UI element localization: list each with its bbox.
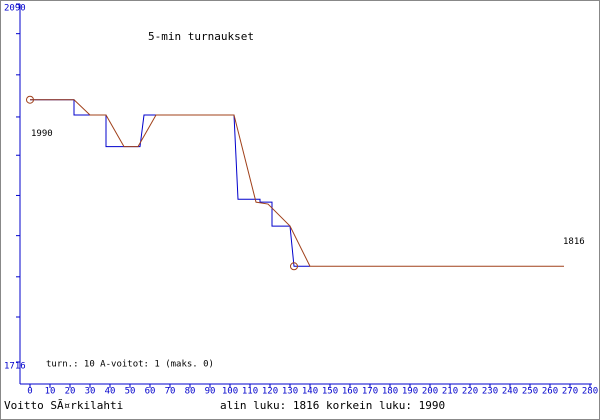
x-tick-label: 110 bbox=[242, 387, 258, 397]
x-tick-label: 100 bbox=[222, 387, 238, 397]
x-tick-label: 160 bbox=[342, 387, 358, 397]
marker-label: 1816 bbox=[563, 237, 585, 247]
x-tick-label: 210 bbox=[442, 387, 458, 397]
x-tick-label: 10 bbox=[45, 387, 56, 397]
x-tick-label: 260 bbox=[542, 387, 558, 397]
x-tick-label: 280 bbox=[582, 387, 598, 397]
x-tick-label: 240 bbox=[502, 387, 518, 397]
y-tick-label: 2090 bbox=[4, 4, 26, 14]
x-tick-label: 0 bbox=[27, 387, 32, 397]
x-tick-label: 70 bbox=[165, 387, 176, 397]
y-tick-label: 1716 bbox=[4, 362, 26, 372]
x-tick-label: 200 bbox=[422, 387, 438, 397]
marker bbox=[290, 262, 298, 271]
x-tick-label: 30 bbox=[85, 387, 96, 397]
x-tick-label: 220 bbox=[462, 387, 478, 397]
x-tick-label: 140 bbox=[302, 387, 318, 397]
x-tick-label: 40 bbox=[105, 387, 116, 397]
x-tick-label: 270 bbox=[562, 387, 578, 397]
marker bbox=[26, 95, 34, 104]
author: Voitto SÃ¤rkilahti bbox=[4, 399, 123, 412]
info: turn.: 10 A-voitot: 1 (maks. 0) bbox=[46, 360, 214, 370]
marker-label: 1990 bbox=[31, 129, 53, 139]
x-tick-label: 230 bbox=[482, 387, 498, 397]
x-tick-label: 120 bbox=[262, 387, 278, 397]
x-tick-label: 60 bbox=[145, 387, 156, 397]
x-tick-label: 130 bbox=[282, 387, 298, 397]
x-tick-label: 150 bbox=[322, 387, 338, 397]
x-tick-label: 80 bbox=[185, 387, 196, 397]
x-tick-label: 170 bbox=[362, 387, 378, 397]
x-tick-label: 90 bbox=[205, 387, 216, 397]
series-line bbox=[30, 99, 564, 267]
summary: alin luku: 1816 korkein luku: 1990 bbox=[220, 399, 445, 412]
chart-title: 5-min turnaukset bbox=[148, 30, 254, 43]
x-tick-label: 190 bbox=[402, 387, 418, 397]
x-tick-label: 50 bbox=[125, 387, 136, 397]
x-tick-label: 250 bbox=[522, 387, 538, 397]
x-tick-label: 20 bbox=[65, 387, 76, 397]
x-tick-label: 180 bbox=[382, 387, 398, 397]
